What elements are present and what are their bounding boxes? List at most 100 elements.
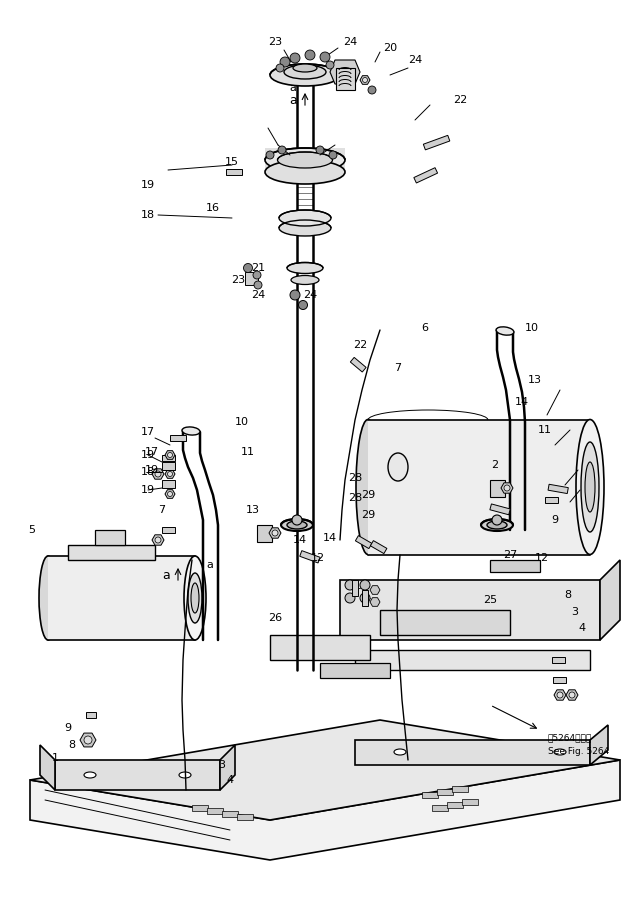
Polygon shape (222, 811, 238, 817)
Polygon shape (162, 480, 175, 488)
Text: 20: 20 (383, 43, 397, 53)
Ellipse shape (496, 327, 514, 335)
Polygon shape (352, 580, 358, 596)
Text: 9: 9 (552, 515, 559, 525)
Text: 5: 5 (29, 525, 36, 535)
Polygon shape (220, 745, 235, 790)
Circle shape (167, 452, 172, 457)
Text: 19: 19 (145, 465, 159, 475)
Circle shape (569, 692, 575, 698)
Polygon shape (245, 272, 258, 285)
Polygon shape (55, 760, 220, 790)
Text: 8: 8 (68, 740, 75, 750)
Ellipse shape (291, 275, 319, 284)
Ellipse shape (188, 573, 202, 623)
Circle shape (290, 290, 300, 300)
Text: 27: 27 (503, 550, 517, 560)
Text: 13: 13 (528, 375, 542, 385)
Polygon shape (171, 435, 186, 441)
Circle shape (363, 77, 368, 83)
Ellipse shape (265, 160, 345, 184)
Polygon shape (370, 541, 387, 553)
Text: 24: 24 (343, 37, 357, 47)
Circle shape (276, 64, 284, 72)
Polygon shape (452, 786, 468, 792)
Polygon shape (355, 650, 590, 670)
Polygon shape (162, 462, 175, 470)
Text: 14: 14 (293, 535, 307, 545)
Ellipse shape (487, 521, 507, 529)
Polygon shape (165, 490, 175, 499)
Circle shape (155, 471, 161, 477)
Text: 14: 14 (515, 397, 529, 407)
Polygon shape (355, 740, 590, 765)
Circle shape (329, 151, 337, 159)
Text: 26: 26 (268, 613, 282, 623)
Text: 7: 7 (394, 363, 401, 373)
Circle shape (290, 53, 300, 63)
Polygon shape (462, 799, 478, 805)
Circle shape (557, 692, 563, 698)
Text: 3: 3 (571, 607, 578, 617)
Text: 10: 10 (235, 417, 249, 427)
Ellipse shape (388, 453, 408, 481)
Ellipse shape (270, 64, 340, 86)
Text: a: a (162, 569, 170, 581)
Ellipse shape (293, 64, 317, 72)
Circle shape (84, 736, 92, 744)
Text: 22: 22 (453, 95, 467, 105)
Text: 19: 19 (141, 450, 155, 460)
Circle shape (368, 86, 376, 94)
Text: 11: 11 (538, 425, 552, 435)
Text: 12: 12 (311, 553, 325, 563)
Polygon shape (490, 480, 505, 497)
Polygon shape (370, 586, 380, 595)
Polygon shape (424, 135, 450, 150)
Polygon shape (165, 450, 175, 459)
Polygon shape (370, 597, 380, 606)
Text: 19: 19 (141, 180, 155, 190)
Text: 1: 1 (51, 753, 58, 763)
Polygon shape (300, 551, 320, 563)
Text: 24: 24 (408, 55, 422, 65)
Circle shape (492, 515, 502, 525)
Circle shape (280, 57, 290, 67)
Text: 23: 23 (231, 275, 245, 285)
Text: a: a (207, 560, 214, 570)
Circle shape (360, 580, 370, 590)
Polygon shape (237, 814, 253, 820)
Circle shape (360, 593, 370, 603)
Polygon shape (600, 560, 620, 640)
Ellipse shape (287, 263, 323, 274)
Ellipse shape (356, 420, 380, 554)
Ellipse shape (576, 420, 604, 554)
Ellipse shape (287, 521, 307, 529)
Text: 19: 19 (141, 485, 155, 495)
Text: 8: 8 (564, 590, 572, 600)
Polygon shape (351, 357, 366, 372)
Polygon shape (152, 469, 164, 479)
Polygon shape (30, 720, 620, 820)
Ellipse shape (278, 152, 332, 168)
Circle shape (345, 593, 355, 603)
Circle shape (167, 492, 172, 497)
Text: 11: 11 (241, 447, 255, 457)
Polygon shape (269, 527, 281, 538)
Text: 29: 29 (361, 510, 375, 520)
Ellipse shape (279, 220, 331, 236)
Ellipse shape (179, 772, 191, 778)
Text: 18: 18 (141, 467, 155, 477)
Polygon shape (330, 60, 360, 84)
Polygon shape (80, 733, 96, 747)
Circle shape (299, 300, 307, 309)
Ellipse shape (279, 210, 331, 226)
Circle shape (504, 485, 510, 491)
Polygon shape (162, 527, 175, 533)
Circle shape (266, 151, 274, 159)
Text: 17: 17 (141, 427, 155, 437)
Text: 24: 24 (251, 290, 265, 300)
Ellipse shape (281, 519, 313, 531)
Polygon shape (192, 805, 208, 811)
Circle shape (316, 146, 324, 154)
Circle shape (345, 580, 355, 590)
